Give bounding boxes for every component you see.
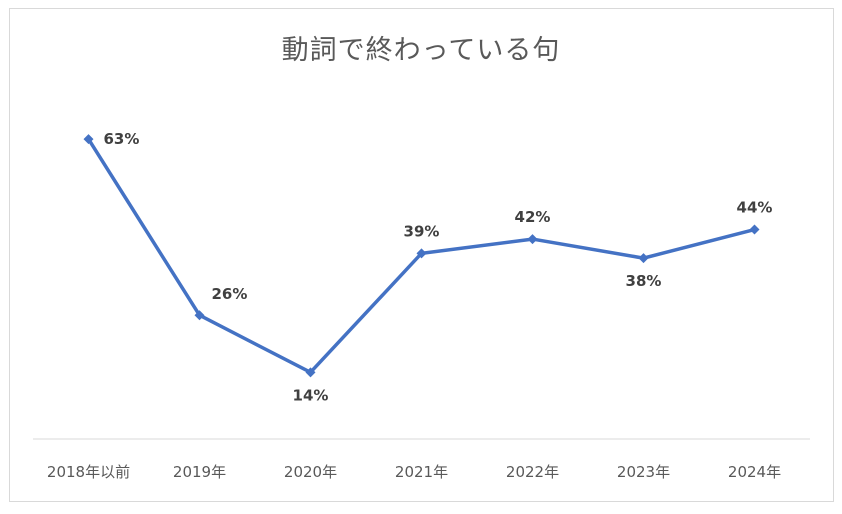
data-label: 38%	[626, 272, 662, 290]
data-label: 14%	[293, 386, 329, 404]
data-point-marker	[416, 248, 427, 259]
x-tick-label: 2023年	[617, 463, 670, 481]
data-point-marker	[527, 234, 538, 245]
data-markers	[83, 134, 760, 378]
x-tick-label: 2020年	[284, 463, 337, 481]
data-point-marker	[83, 134, 94, 145]
data-label: 42%	[515, 208, 551, 226]
x-tick-label: 2018年以前	[47, 463, 130, 481]
data-label: 26%	[212, 285, 248, 303]
x-tick-label: 2021年	[395, 463, 448, 481]
data-point-marker	[305, 367, 316, 378]
data-point-marker	[638, 253, 649, 264]
x-tick-label: 2022年	[506, 463, 559, 481]
x-tick-labels: 2018年以前 2019年 2020年 2021年 2022年 2023年 2024年	[47, 463, 781, 481]
chart-title: 動詞で終わっている句	[281, 35, 561, 66]
data-point-marker	[194, 310, 205, 321]
data-labels: 63% 26% 14% 39% 42% 38% 44%	[104, 130, 773, 404]
data-point-marker	[749, 224, 760, 235]
x-tick-label: 2019年	[173, 463, 226, 481]
data-label: 44%	[737, 199, 773, 217]
x-tick-label: 2024年	[728, 463, 781, 481]
data-label: 39%	[404, 222, 440, 240]
data-label: 63%	[104, 130, 140, 148]
